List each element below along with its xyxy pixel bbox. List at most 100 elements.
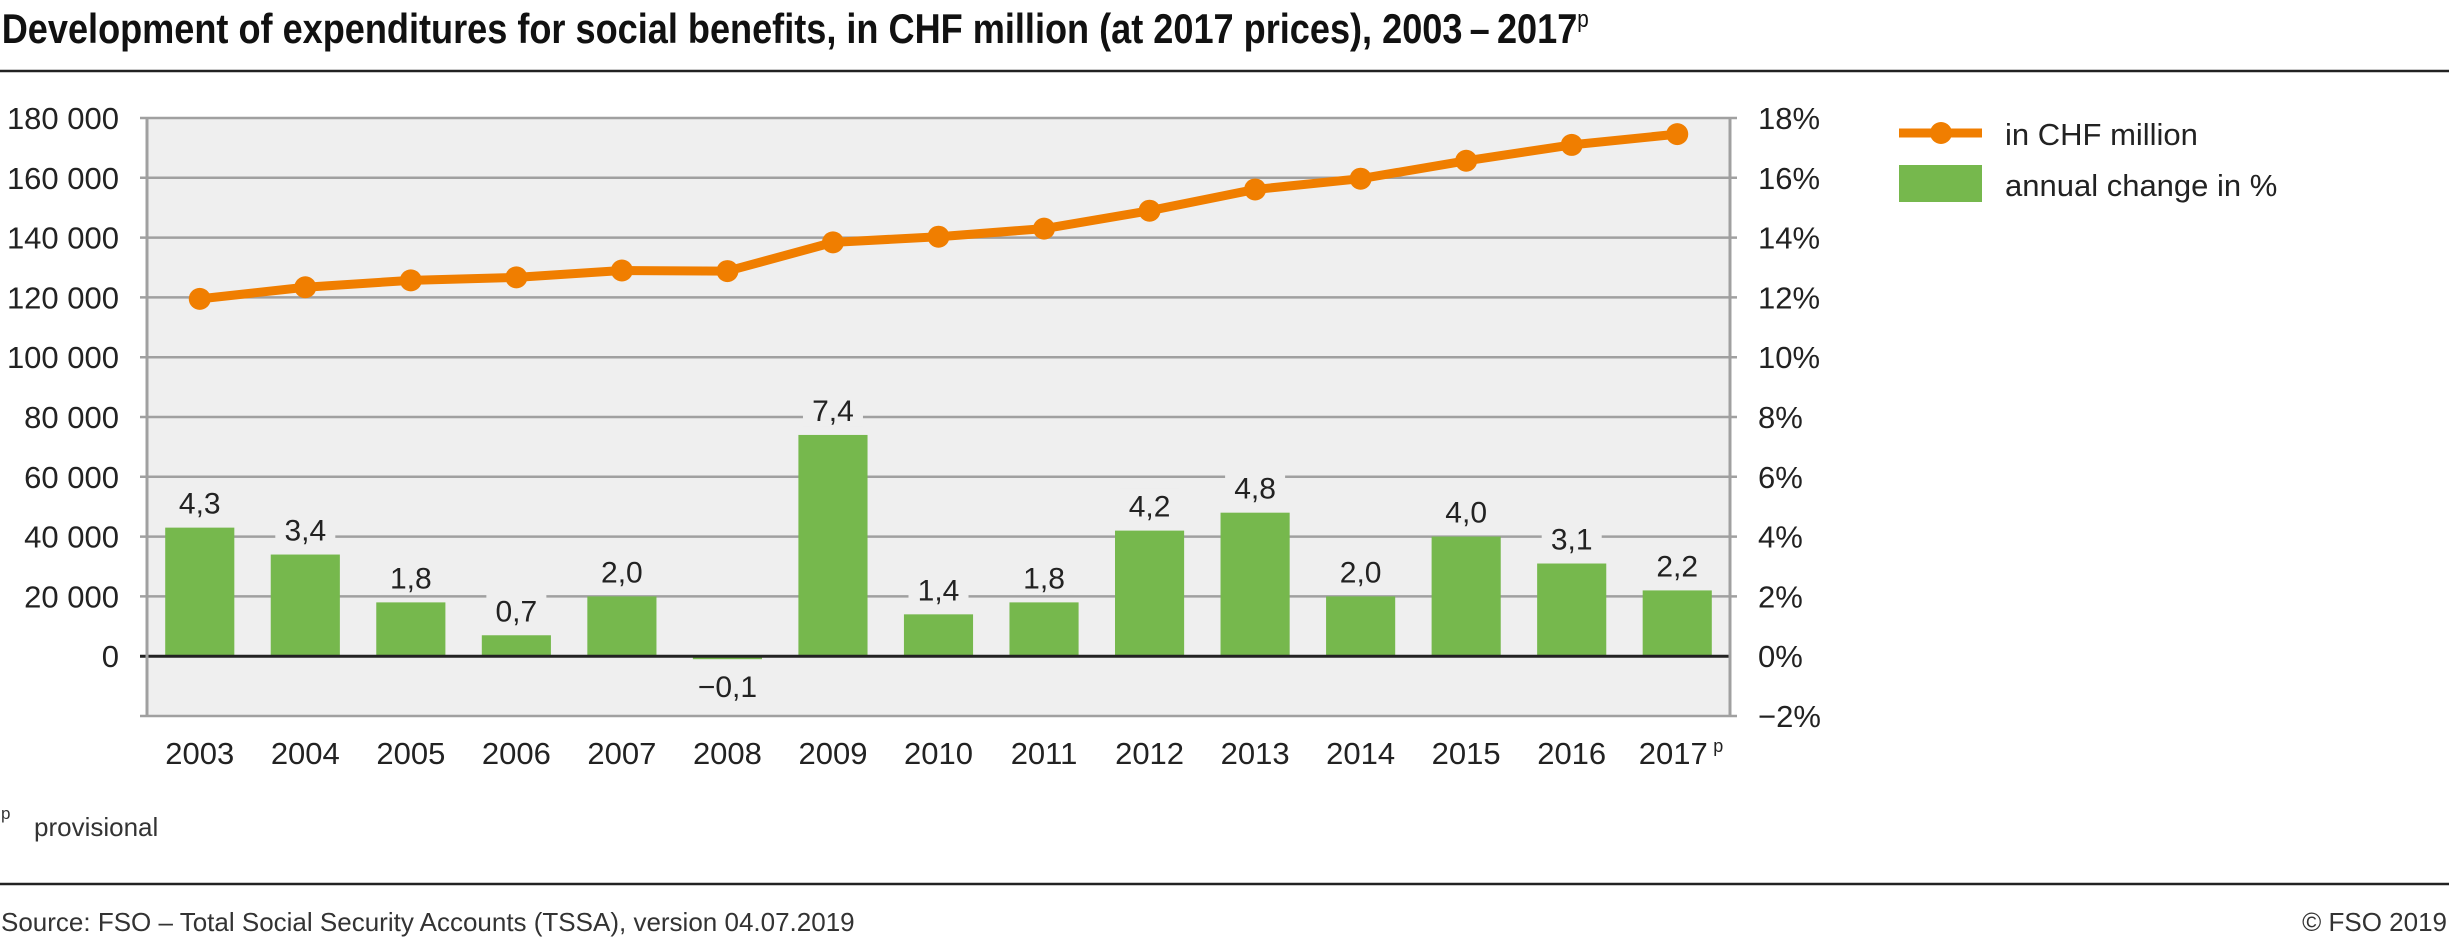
- y-left-tick-label: 0: [102, 639, 119, 674]
- y-left-tick-label: 160 000: [7, 161, 119, 196]
- plot-area: 4,3 3,4 1,8 0,7 2,0 −0,1 7,4 1,4 1,8 4,2 4,8 2,0 4,0…: [7, 101, 1821, 771]
- line-point-2016: [1560, 133, 1583, 156]
- bar-value-label-2017: 2,2: [1647, 548, 1708, 583]
- x-tick-label-2012: 2012: [1115, 736, 1184, 771]
- bar-value-label-text: 1,4: [918, 574, 960, 607]
- y-left-tick-label: 180 000: [7, 101, 119, 136]
- y-right-tick-label: 4%: [1758, 520, 1803, 555]
- chart-title-superscript: p: [1577, 6, 1588, 33]
- x-tick-label-2015: 2015: [1432, 736, 1501, 771]
- line-point-2015: [1455, 149, 1478, 172]
- y-left-tick-label: 140 000: [7, 221, 119, 256]
- bar-2011: [1009, 602, 1079, 657]
- line-point-2008: [716, 260, 739, 283]
- bar-value-label-2010: 1,4: [908, 572, 969, 607]
- x-tick-label-2013: 2013: [1221, 736, 1290, 771]
- bar-value-label-bg: [1014, 560, 1075, 595]
- bar-value-label-bg: [1225, 470, 1286, 505]
- source-text: Source: FSO – Total Social Security Acco…: [1, 907, 855, 937]
- x-tick-label-2006: 2006: [482, 736, 551, 771]
- axes: [145, 117, 1732, 717]
- bar-2010: [903, 614, 974, 657]
- bar-value-label-2004: 3,4: [275, 512, 336, 548]
- bar-value-label-2003: 4,3: [169, 485, 230, 521]
- bar-value-label-2008: −0,1: [689, 669, 766, 704]
- line-point-2010: [927, 225, 950, 248]
- y-right-tick-label: 18%: [1758, 101, 1820, 136]
- bar-value-label-2013: 4,8: [1225, 470, 1286, 506]
- bar-value-label-bg: [1119, 488, 1180, 523]
- bar-value-label-2012: 4,2: [1119, 488, 1180, 524]
- legend-bar-swatch: [1899, 165, 1982, 202]
- y-right-tick-label: 14%: [1758, 221, 1820, 256]
- x-tick-label-2008: 2008: [693, 736, 762, 771]
- y-right-tick-label: 8%: [1758, 400, 1803, 435]
- bar-value-label-text: 1,8: [390, 562, 432, 595]
- line-point-2017: [1666, 123, 1689, 146]
- bar-series: [165, 434, 1712, 660]
- y-left-tick-label: 40 000: [24, 520, 119, 555]
- footnote: p provisional: [1, 804, 158, 842]
- bar-value-label-bg: [169, 485, 230, 520]
- y-right-tick-label: 10%: [1758, 340, 1820, 375]
- line-point-2007: [610, 259, 633, 282]
- x-tick-label-2007: 2007: [587, 736, 656, 771]
- bar-value-label-text: 2,0: [1340, 556, 1382, 589]
- footnote-marker: p: [1, 804, 10, 823]
- y-right-tick-label: 12%: [1758, 280, 1820, 315]
- x-tick-label-2017: 2017: [1639, 736, 1708, 771]
- bar-2014: [1326, 596, 1396, 657]
- bar-value-label-text: 4,8: [1234, 473, 1276, 506]
- line-point-2014: [1349, 167, 1372, 190]
- bar-2015: [1431, 536, 1501, 657]
- line-point-2011: [1033, 217, 1056, 240]
- bar-value-labels: 4,3 3,4 1,8 0,7 2,0 −0,1 7,4 1,4 1,8 4,2 4,8 2,0 4,0…: [169, 392, 1708, 704]
- y-right-tick-label: −2%: [1758, 699, 1821, 734]
- bar-value-label-bg: [275, 512, 336, 547]
- line-point-2013: [1244, 178, 1267, 201]
- y-left-tick-label: 20 000: [24, 579, 119, 614]
- bar-value-label-bg: [908, 572, 969, 607]
- copyright-text: © FSO 2019: [2302, 907, 2447, 937]
- bar-value-label-text: 2,0: [601, 556, 643, 589]
- bar-2005: [376, 602, 446, 657]
- bar-2013: [1220, 512, 1290, 657]
- bar-value-label-bg: [1436, 494, 1497, 529]
- x-tick-label-2010: 2010: [904, 736, 973, 771]
- line-point-2005: [399, 269, 422, 292]
- bar-value-label-2007: 2,0: [591, 554, 652, 589]
- bar-value-label-text: 2,2: [1656, 550, 1698, 583]
- legend-item-bar: annual change in %: [1899, 165, 2277, 203]
- bar-value-label-bg: [1330, 554, 1391, 589]
- x-tick-label-2009: 2009: [798, 736, 867, 771]
- bar-2016: [1537, 563, 1607, 657]
- chart-title-text: Development of expenditures for social b…: [2, 7, 1578, 53]
- bar-value-label-bg: [486, 593, 547, 628]
- bar-2003: [165, 527, 235, 657]
- bar-value-label-2016: 3,1: [1541, 521, 1602, 557]
- line-point-2006: [505, 266, 528, 289]
- chart-title: Development of expenditures for social b…: [2, 6, 1589, 53]
- legend-marker-icon: [1930, 122, 1952, 144]
- bar-value-label-bg: [1647, 548, 1708, 583]
- legend-item-line: in CHF million: [1899, 117, 2198, 152]
- x-tick-label-2014: 2014: [1326, 736, 1395, 771]
- y-right-tick-label: 6%: [1758, 460, 1803, 495]
- bar-2004: [270, 554, 340, 657]
- legend-label-line: in CHF million: [2005, 117, 2198, 152]
- bar-value-label-2011: 1,8: [1014, 560, 1075, 595]
- line-point-2004: [294, 276, 317, 299]
- bar-value-label-2005: 1,8: [380, 560, 441, 595]
- x-axis-labels: 2003 2004 2005 2006 2007 2008 2009 2010 2011 2012…: [165, 736, 1723, 771]
- bar-2009: [798, 434, 868, 657]
- legend: in CHF million annual change in %: [1899, 117, 2277, 203]
- x-tick-label-2011: 2011: [1011, 736, 1078, 771]
- line-point-2009: [821, 231, 844, 254]
- bar-2006: [481, 635, 551, 657]
- bar-2017: [1642, 590, 1712, 657]
- y-left-tick-label: 100 000: [7, 340, 119, 375]
- y-right-tick-label: 16%: [1758, 161, 1820, 196]
- footnote-text: provisional: [34, 812, 158, 842]
- bar-value-label-bg: [689, 669, 766, 704]
